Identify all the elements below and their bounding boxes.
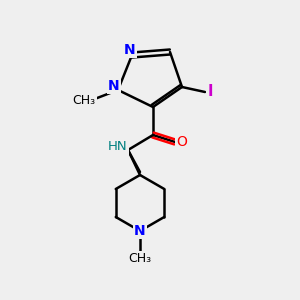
Text: HN: HN [108, 140, 128, 154]
Text: N: N [124, 43, 136, 57]
Text: N: N [108, 79, 120, 93]
Text: CH₃: CH₃ [72, 94, 96, 106]
Text: N: N [134, 224, 146, 238]
Text: CH₃: CH₃ [128, 253, 152, 266]
Text: I: I [207, 85, 213, 100]
Text: O: O [177, 135, 188, 149]
